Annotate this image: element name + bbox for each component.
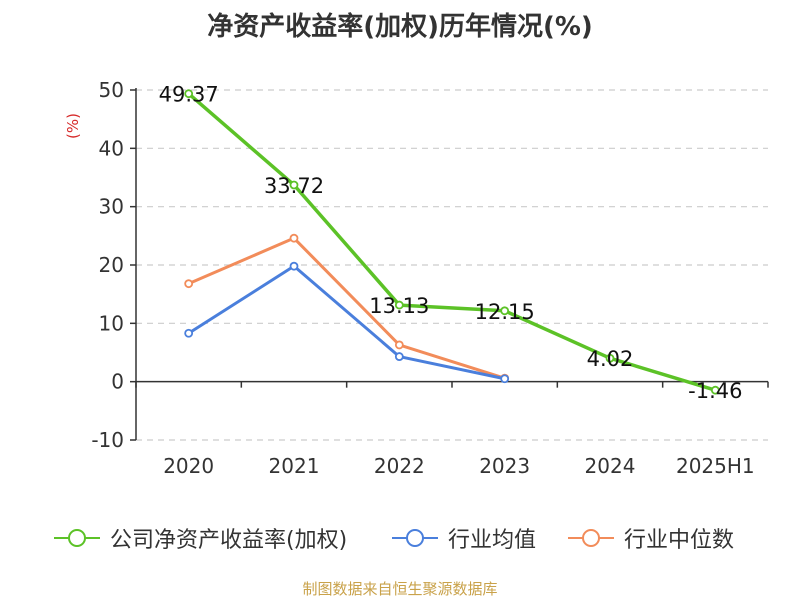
legend-label-median: 行业中位数 — [624, 528, 735, 553]
data-point-company — [184, 89, 194, 99]
data-label: 13.13 — [369, 294, 429, 318]
data-point-company — [710, 385, 720, 395]
series-line-company — [187, 92, 716, 392]
source-note: 制图数据来自恒生聚源数据库 — [302, 580, 498, 598]
data-labels: 49.37 33.72 13.13 12.15 4.02 -1.46 — [159, 83, 743, 404]
x-tick-label: 2021 — [269, 454, 320, 478]
data-label: 4.02 — [587, 347, 634, 371]
chart-title: 净资产收益率(加权)历年情况(%) — [207, 12, 593, 42]
data-point-median — [289, 233, 299, 243]
legend-item-avg[interactable]: 行业均值 — [390, 520, 536, 556]
data-label: -1.46 — [688, 379, 742, 403]
data-point-median — [184, 279, 194, 289]
data-label: 12.15 — [475, 300, 535, 324]
data-point-company — [394, 300, 404, 310]
y-tick-label: 10 — [99, 311, 124, 335]
x-tick-label: 2023 — [479, 454, 530, 478]
data-point-avg — [500, 374, 510, 384]
legend: 公司净资产收益率(加权) 行业均值 行业中位数 — [0, 520, 800, 556]
legend-item-median[interactable]: 行业中位数 — [566, 520, 734, 556]
y-tick-label: 20 — [99, 253, 124, 277]
legend-marker-avg — [392, 529, 438, 547]
x-tick-label: 2025H1 — [676, 454, 755, 478]
y-tick-label: -10 — [91, 428, 124, 452]
x-tick-label: 2022 — [374, 454, 425, 478]
data-label: 33.72 — [264, 174, 324, 198]
data-point-company — [289, 180, 299, 190]
series-line-median — [188, 236, 506, 380]
y-axis-label: (%) — [64, 113, 82, 139]
data-point-company — [605, 353, 615, 363]
x-tick-label: 2020 — [163, 454, 214, 478]
series-line-avg — [187, 264, 505, 381]
legend-item-company[interactable]: 公司净资产收益率(加权) — [52, 520, 347, 556]
data-point-avg — [289, 261, 299, 271]
y-tick-label: 40 — [99, 136, 124, 160]
legend-label-avg: 行业均值 — [448, 528, 537, 553]
x-tick-label: 2024 — [585, 454, 636, 478]
axes: -10 0 10 20 30 40 50 2020 2021 2022 2023 2024 2025H1… — [64, 78, 769, 478]
y-tick-label: 50 — [99, 78, 124, 102]
legend-label-company: 公司净资产收益率(加权) — [110, 528, 348, 553]
data-point-avg — [184, 328, 194, 338]
legend-marker-median — [568, 529, 614, 547]
data-point-avg — [394, 352, 404, 361]
y-tick-label: 30 — [99, 195, 124, 219]
data-point-company — [500, 306, 510, 316]
data-label: 49.37 — [159, 83, 219, 107]
y-tick-label: 0 — [111, 370, 124, 394]
data-point-median — [394, 340, 404, 350]
legend-marker-company — [54, 529, 100, 547]
series-lines — [184, 89, 720, 395]
